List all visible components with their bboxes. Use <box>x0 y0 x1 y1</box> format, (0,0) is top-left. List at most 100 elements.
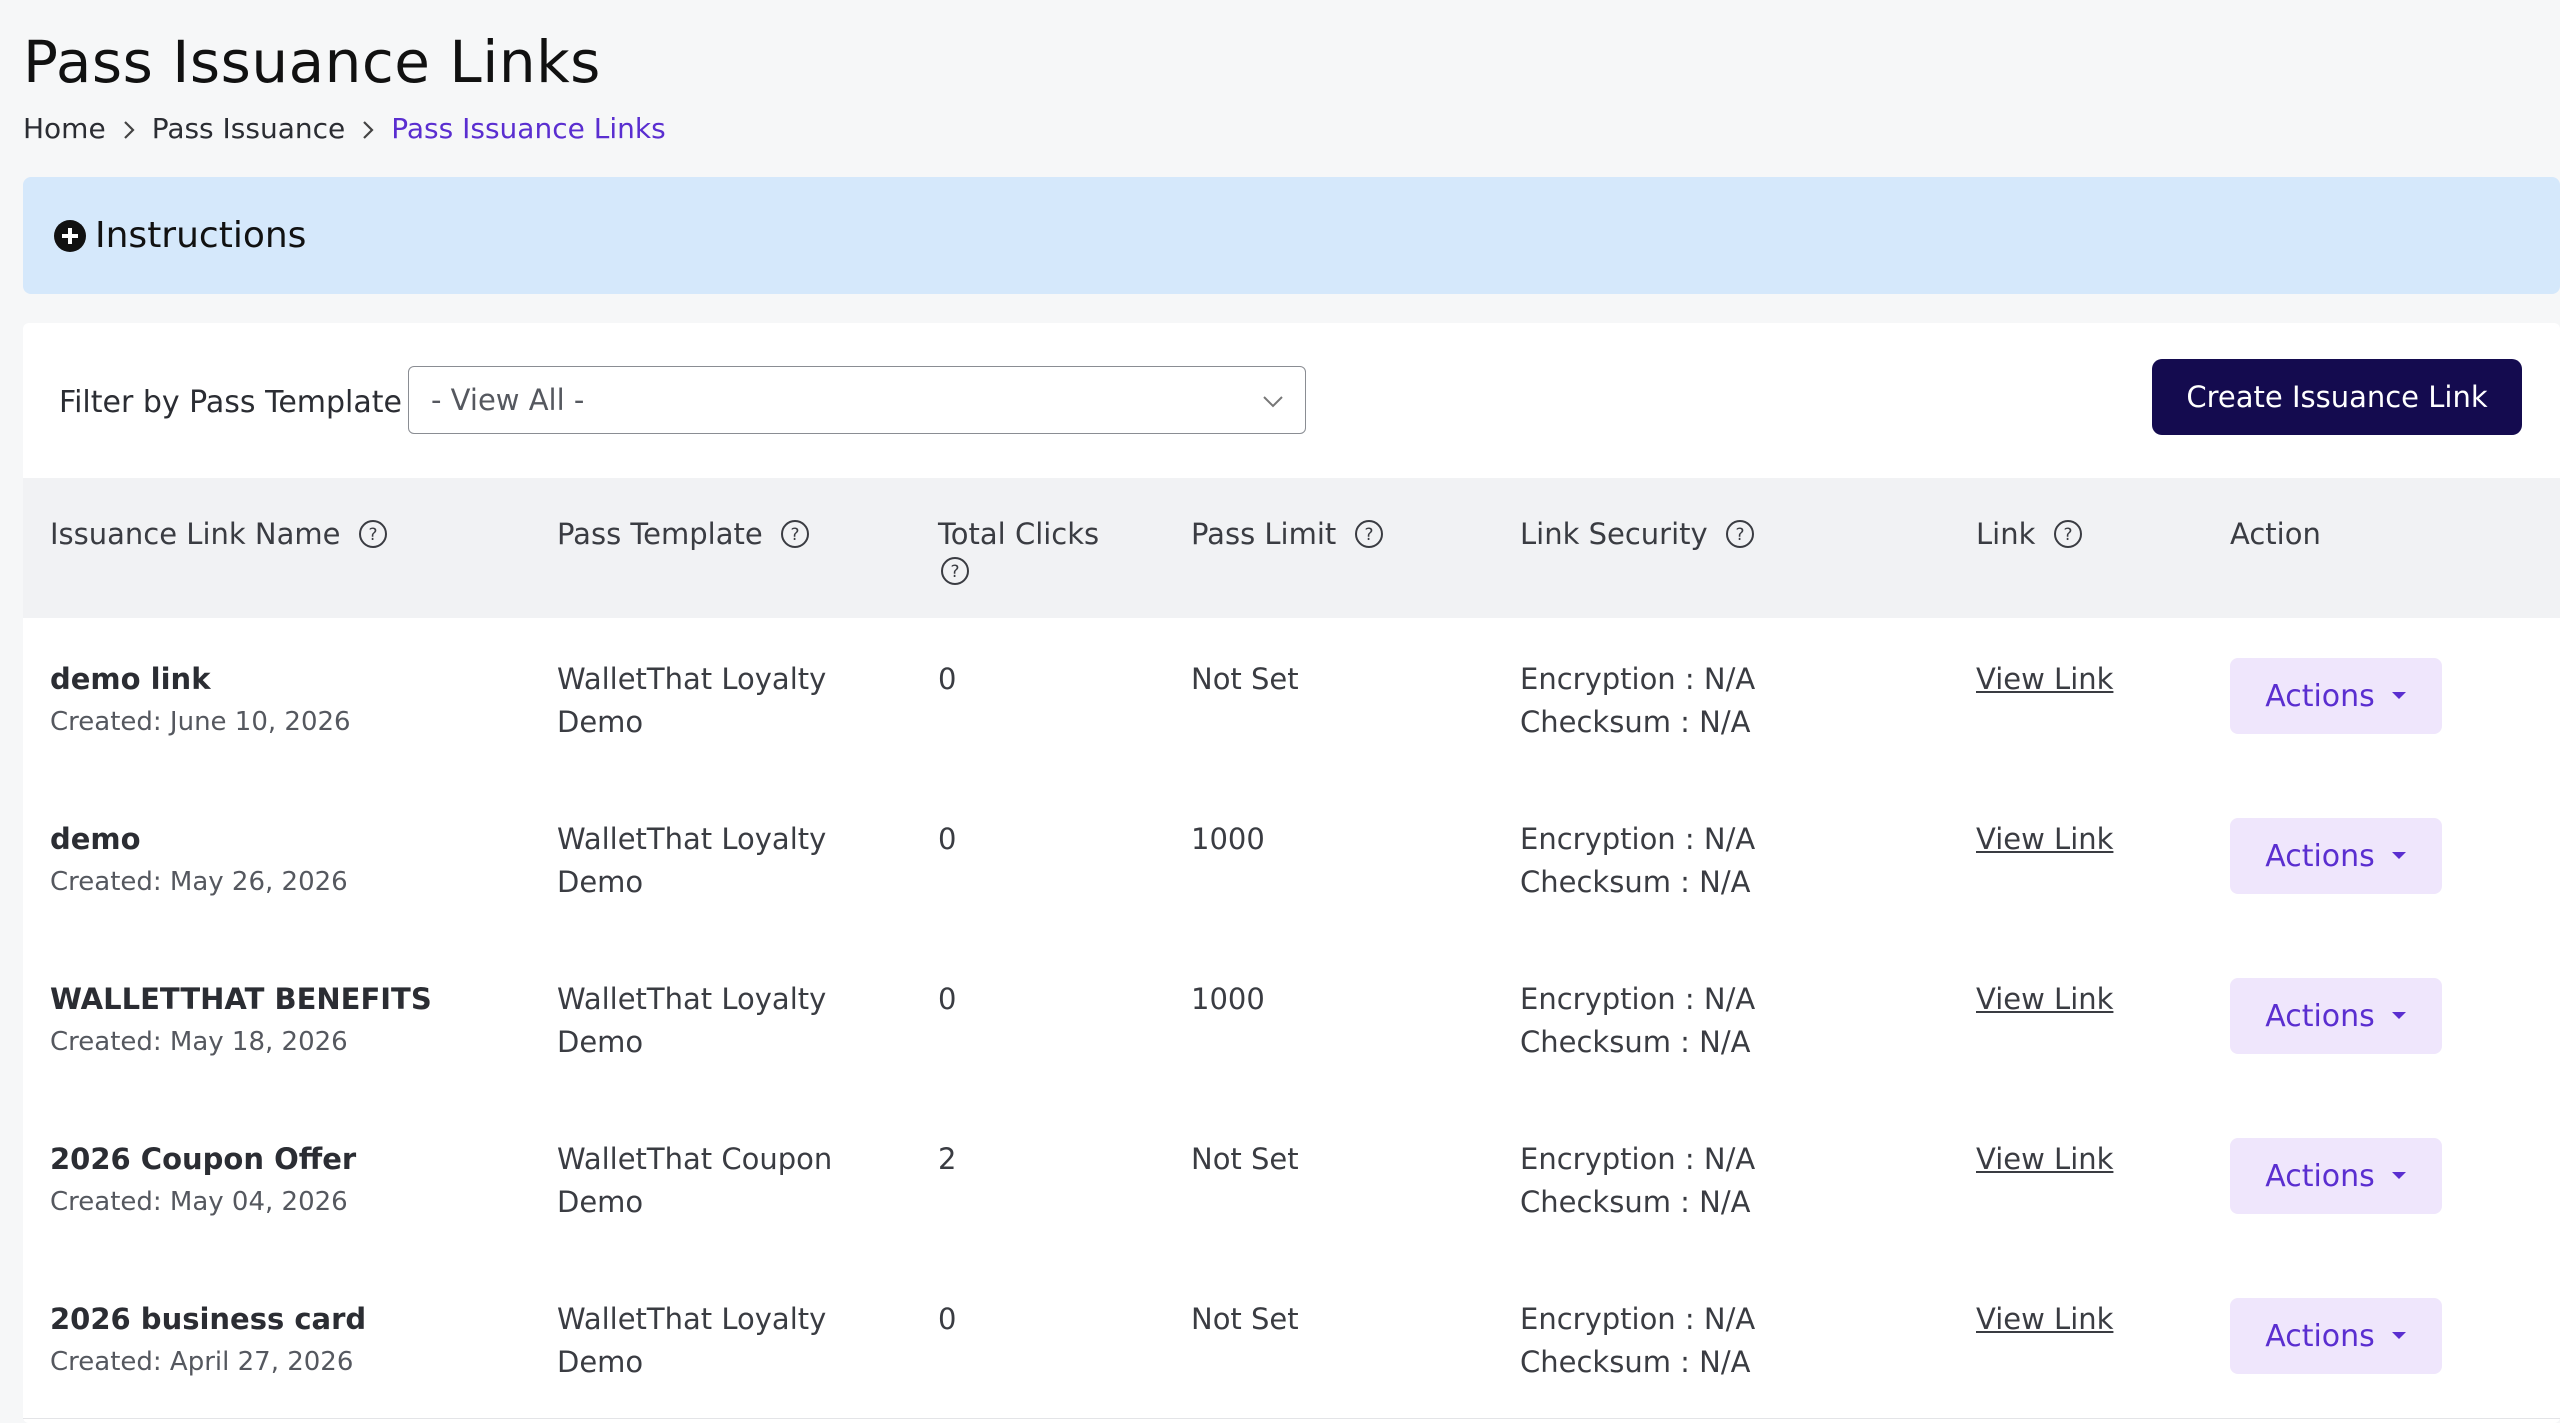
link-cell: View Link <box>1976 978 2113 1021</box>
actions-dropdown-button[interactable]: Actions <box>2230 1298 2442 1374</box>
pass-template-filter-select[interactable]: - View All - <box>408 366 1306 434</box>
template-name-line1: WalletThat Coupon <box>557 1142 833 1176</box>
view-link[interactable]: View Link <box>1976 662 2114 696</box>
template-name-line1: WalletThat Loyalty <box>557 822 827 856</box>
view-link[interactable]: View Link <box>1976 822 2114 856</box>
help-icon[interactable]: ? <box>940 556 970 586</box>
view-link[interactable]: View Link <box>1976 982 2114 1016</box>
column-label: Total Clicks <box>938 517 1100 551</box>
pass-limit-cell: Not Set <box>1191 662 1299 696</box>
actions-label: Actions <box>2265 838 2375 874</box>
pass-template-cell: WalletThat Loyalty Demo <box>557 1298 877 1384</box>
filter-label: Filter by Pass Template <box>59 385 402 420</box>
total-clicks-cell: 0 <box>938 1302 957 1336</box>
table-row: demo Created: May 26, 2026 WalletThat Lo… <box>23 778 2560 939</box>
link-security-cell: Encryption : N/A Checksum : N/A <box>1520 978 1755 1064</box>
column-label: Pass Limit <box>1191 517 1337 551</box>
caret-down-icon <box>2391 1172 2406 1179</box>
created-date: Created: May 04, 2026 <box>50 1187 348 1217</box>
view-link[interactable]: View Link <box>1976 1302 2114 1336</box>
breadcrumb-current: Pass Issuance Links <box>391 112 666 145</box>
pass-template-cell: WalletThat Loyalty Demo <box>557 978 877 1064</box>
total-clicks-cell: 0 <box>938 982 957 1016</box>
issuance-link-name-cell: demo link Created: June 10, 2026 <box>50 658 351 744</box>
link-name: 2026 business card <box>50 1302 367 1336</box>
table-row: 2026 business card Created: April 27, 20… <box>23 1258 2560 1419</box>
chevron-down-icon <box>1263 396 1283 408</box>
svg-text:?: ? <box>2063 525 2072 545</box>
pass-template-cell: WalletThat Coupon Demo <box>557 1138 877 1224</box>
chevron-right-icon <box>345 112 391 145</box>
link-name: demo <box>50 822 141 856</box>
actions-label: Actions <box>2265 1318 2375 1354</box>
instructions-label: Instructions <box>95 215 307 256</box>
actions-dropdown-button[interactable]: Actions <box>2230 658 2442 734</box>
table-header: Issuance Link Name ? Pass Template ? Tot… <box>23 478 2560 618</box>
svg-text:?: ? <box>950 562 959 582</box>
help-icon[interactable]: ? <box>2053 519 2083 549</box>
plus-circle-icon <box>54 219 86 252</box>
svg-text:?: ? <box>1364 525 1373 545</box>
column-header-total-clicks: Total Clicks ? <box>938 514 1099 586</box>
help-icon[interactable]: ? <box>1354 519 1384 549</box>
link-name: 2026 Coupon Offer <box>50 1142 357 1176</box>
column-label: Link <box>1976 517 2036 551</box>
table-row: demo link Created: June 10, 2026 WalletT… <box>23 618 2560 779</box>
breadcrumb-home[interactable]: Home <box>23 112 106 145</box>
link-security-cell: Encryption : N/A Checksum : N/A <box>1520 1138 1755 1224</box>
total-clicks-cell: 0 <box>938 662 957 696</box>
encryption-status: Encryption : N/A <box>1520 662 1756 696</box>
column-label: Link Security <box>1520 517 1708 551</box>
pass-limit-cell: 1000 <box>1191 822 1265 856</box>
link-name: WALLETTHAT BENEFITS <box>50 982 432 1016</box>
issuance-links-card: Filter by Pass Template - View All - Cre… <box>23 323 2560 1423</box>
column-header-issuance-link-name: Issuance Link Name ? <box>50 514 388 554</box>
actions-dropdown-button[interactable]: Actions <box>2230 978 2442 1054</box>
svg-text:?: ? <box>368 525 377 545</box>
view-link[interactable]: View Link <box>1976 1142 2114 1176</box>
issuance-link-name-cell: WALLETTHAT BENEFITS Created: May 18, 202… <box>50 978 432 1064</box>
chevron-right-icon <box>106 112 152 145</box>
column-header-action: Action <box>2230 514 2321 554</box>
pass-template-cell: WalletThat Loyalty Demo <box>557 658 877 744</box>
caret-down-icon <box>2391 1332 2406 1339</box>
checksum-status: Checksum : N/A <box>1520 1345 1751 1379</box>
template-name-line2: Demo <box>557 1025 644 1059</box>
help-icon[interactable]: ? <box>780 519 810 549</box>
actions-label: Actions <box>2265 998 2375 1034</box>
breadcrumb-pass-issuance[interactable]: Pass Issuance <box>151 112 346 145</box>
instructions-toggle[interactable]: Instructions <box>23 177 2560 294</box>
column-header-link: Link ? <box>1976 514 2083 554</box>
template-name-line2: Demo <box>557 1185 644 1219</box>
table-row: WALLETTHAT BENEFITS Created: May 18, 202… <box>23 938 2560 1099</box>
link-security-cell: Encryption : N/A Checksum : N/A <box>1520 658 1755 744</box>
caret-down-icon <box>2391 852 2406 859</box>
create-issuance-link-button[interactable]: Create Issuance Link <box>2152 359 2522 435</box>
table-row: 2026 Coupon Offer Created: May 04, 2026 … <box>23 1098 2560 1259</box>
link-cell: View Link <box>1976 658 2113 701</box>
link-cell: View Link <box>1976 1138 2113 1181</box>
checksum-status: Checksum : N/A <box>1520 1185 1751 1219</box>
template-name-line1: WalletThat Loyalty <box>557 982 827 1016</box>
help-icon[interactable]: ? <box>1725 519 1755 549</box>
actions-dropdown-button[interactable]: Actions <box>2230 818 2442 894</box>
column-header-pass-limit: Pass Limit ? <box>1191 514 1384 554</box>
column-header-pass-template: Pass Template ? <box>557 514 810 554</box>
issuance-link-name-cell: demo Created: May 26, 2026 <box>50 818 348 904</box>
actions-dropdown-button[interactable]: Actions <box>2230 1138 2442 1214</box>
total-clicks-cell: 2 <box>938 1142 957 1176</box>
svg-text:?: ? <box>1735 525 1744 545</box>
link-security-cell: Encryption : N/A Checksum : N/A <box>1520 818 1755 904</box>
created-date: Created: April 27, 2026 <box>50 1347 354 1377</box>
created-date: Created: June 10, 2026 <box>50 707 351 737</box>
pass-template-cell: WalletThat Loyalty Demo <box>557 818 877 904</box>
created-date: Created: May 26, 2026 <box>50 867 348 897</box>
filter-selected-value: - View All - <box>431 383 585 417</box>
actions-label: Actions <box>2265 1158 2375 1194</box>
caret-down-icon <box>2391 692 2406 699</box>
link-cell: View Link <box>1976 818 2113 861</box>
column-label: Action <box>2230 517 2321 551</box>
checksum-status: Checksum : N/A <box>1520 865 1751 899</box>
pass-limit-cell: Not Set <box>1191 1142 1299 1176</box>
help-icon[interactable]: ? <box>358 519 388 549</box>
